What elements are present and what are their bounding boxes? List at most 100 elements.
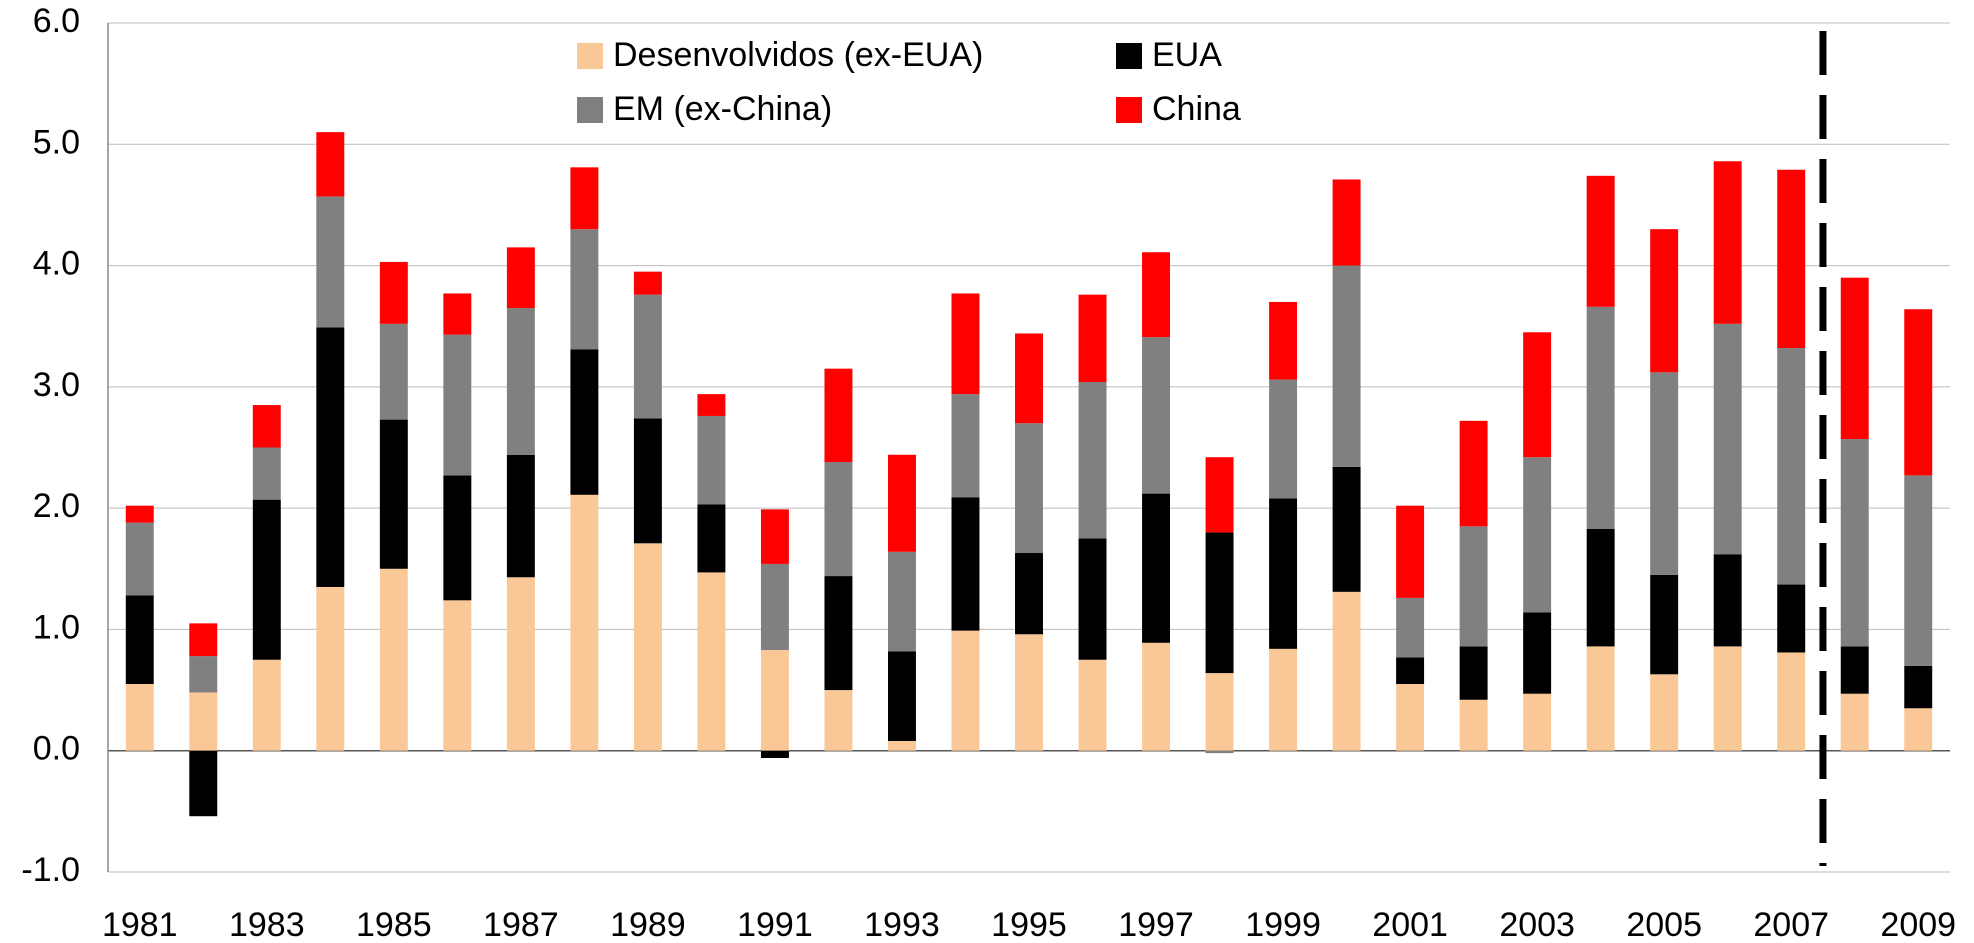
bar-segment [1015, 333, 1043, 424]
legend-swatch [577, 97, 603, 123]
bar-segment [1777, 348, 1806, 585]
bar-segment [1459, 646, 1488, 700]
legend-label: EUA [1152, 36, 1222, 74]
legend-label: EM (ex-China) [613, 90, 832, 128]
bar-segment [1904, 708, 1933, 751]
bar-segment [1078, 294, 1107, 383]
bar-segment [316, 327, 345, 587]
bar-segment [1078, 538, 1107, 660]
bar-segment [443, 293, 472, 335]
bar-segment [1713, 323, 1742, 555]
bar-segment [1142, 642, 1171, 751]
bar-segment [1269, 648, 1298, 751]
bar-segment [1142, 493, 1171, 643]
bar-segment [252, 659, 281, 751]
y-tick-label: 2.0 [33, 487, 80, 525]
x-tick-label: 1983 [229, 906, 305, 943]
bar-segment [1269, 301, 1298, 380]
x-tick-label: 2005 [1626, 906, 1702, 943]
bar-segment [1777, 652, 1806, 751]
bar-segment [951, 293, 980, 395]
bar-segment [443, 475, 472, 601]
x-tick-label: 1989 [610, 906, 686, 943]
bar-segment [1015, 634, 1043, 751]
y-tick-label: 0.0 [33, 730, 80, 768]
bar-segment [824, 368, 853, 463]
bar-segment [570, 494, 599, 751]
bar-segment [1777, 584, 1806, 653]
bar-segment [379, 419, 408, 569]
bar-segment [633, 294, 662, 419]
bar-segment [887, 741, 916, 751]
legend-label: Desenvolvidos (ex-EUA) [613, 36, 983, 74]
bar-segment [252, 405, 281, 448]
bar-segment [506, 454, 535, 578]
bar-segment [189, 656, 218, 693]
bar-segment [1396, 657, 1425, 685]
bar-segment [1205, 750, 1234, 754]
bar-segment [1650, 372, 1679, 575]
bar-segment [1015, 553, 1043, 635]
bar-segment [1523, 332, 1552, 458]
bar-segment [760, 563, 789, 651]
bar-segment [1904, 665, 1933, 709]
bar-segment [697, 394, 726, 416]
bar-segment [633, 418, 662, 544]
bar-segment [887, 651, 916, 742]
bar-segment [1777, 169, 1806, 349]
bar-segment [824, 462, 853, 577]
bar-segment [125, 684, 154, 751]
bar-segment [1396, 684, 1425, 751]
bar-segment [760, 750, 789, 758]
bar-segment [1650, 229, 1679, 373]
y-tick-label: 4.0 [33, 245, 80, 283]
x-tick-label: 1981 [102, 906, 178, 943]
bar-segment [125, 505, 154, 523]
bar-segment [1713, 161, 1742, 324]
bar-segment [316, 196, 345, 328]
x-tick-label: 2007 [1753, 906, 1829, 943]
bar-segment [1523, 457, 1552, 613]
bar-segment [633, 271, 662, 295]
bar-segment [506, 577, 535, 751]
y-tick-label: 6.0 [33, 2, 80, 40]
x-tick-label: 1987 [483, 906, 559, 943]
bar-segment [1459, 526, 1488, 647]
bar-segment [887, 551, 916, 652]
x-tick-label: 1995 [991, 906, 1067, 943]
bar-segment [1332, 591, 1361, 751]
bar-segment [1840, 693, 1869, 751]
bar-segment [316, 132, 345, 197]
bar-segment [1904, 309, 1933, 476]
bar-segment [189, 623, 218, 657]
bar-segment [824, 576, 853, 691]
bar-segment [697, 572, 726, 751]
bar-segment [1205, 457, 1234, 533]
x-tick-label: 1985 [356, 906, 432, 943]
bar-segment [1078, 659, 1107, 751]
x-tick-label: 1993 [864, 906, 940, 943]
bar-segment [1840, 439, 1869, 647]
bar-segment [1205, 673, 1234, 751]
y-tick-label: 1.0 [33, 608, 80, 646]
bar-segment [1396, 505, 1425, 598]
legend-label: China [1152, 90, 1241, 128]
bar-segment [379, 323, 408, 420]
y-tick-label: 3.0 [33, 366, 80, 404]
bar-segment [760, 650, 789, 751]
bar-segment [1396, 597, 1425, 658]
bar-segment [570, 349, 599, 495]
bar-segment [1523, 612, 1552, 694]
bar-segment [1459, 420, 1488, 527]
bar-segment [506, 308, 535, 455]
bar-segment [697, 504, 726, 573]
bar-segment [1904, 475, 1933, 666]
x-tick-label: 1991 [737, 906, 813, 943]
bar-segment [1523, 693, 1552, 751]
bar-segment [1840, 646, 1869, 694]
bar-segment [951, 497, 980, 631]
y-tick-label: 5.0 [33, 123, 80, 161]
bar-segment [506, 247, 535, 309]
bar-segment [316, 586, 345, 751]
